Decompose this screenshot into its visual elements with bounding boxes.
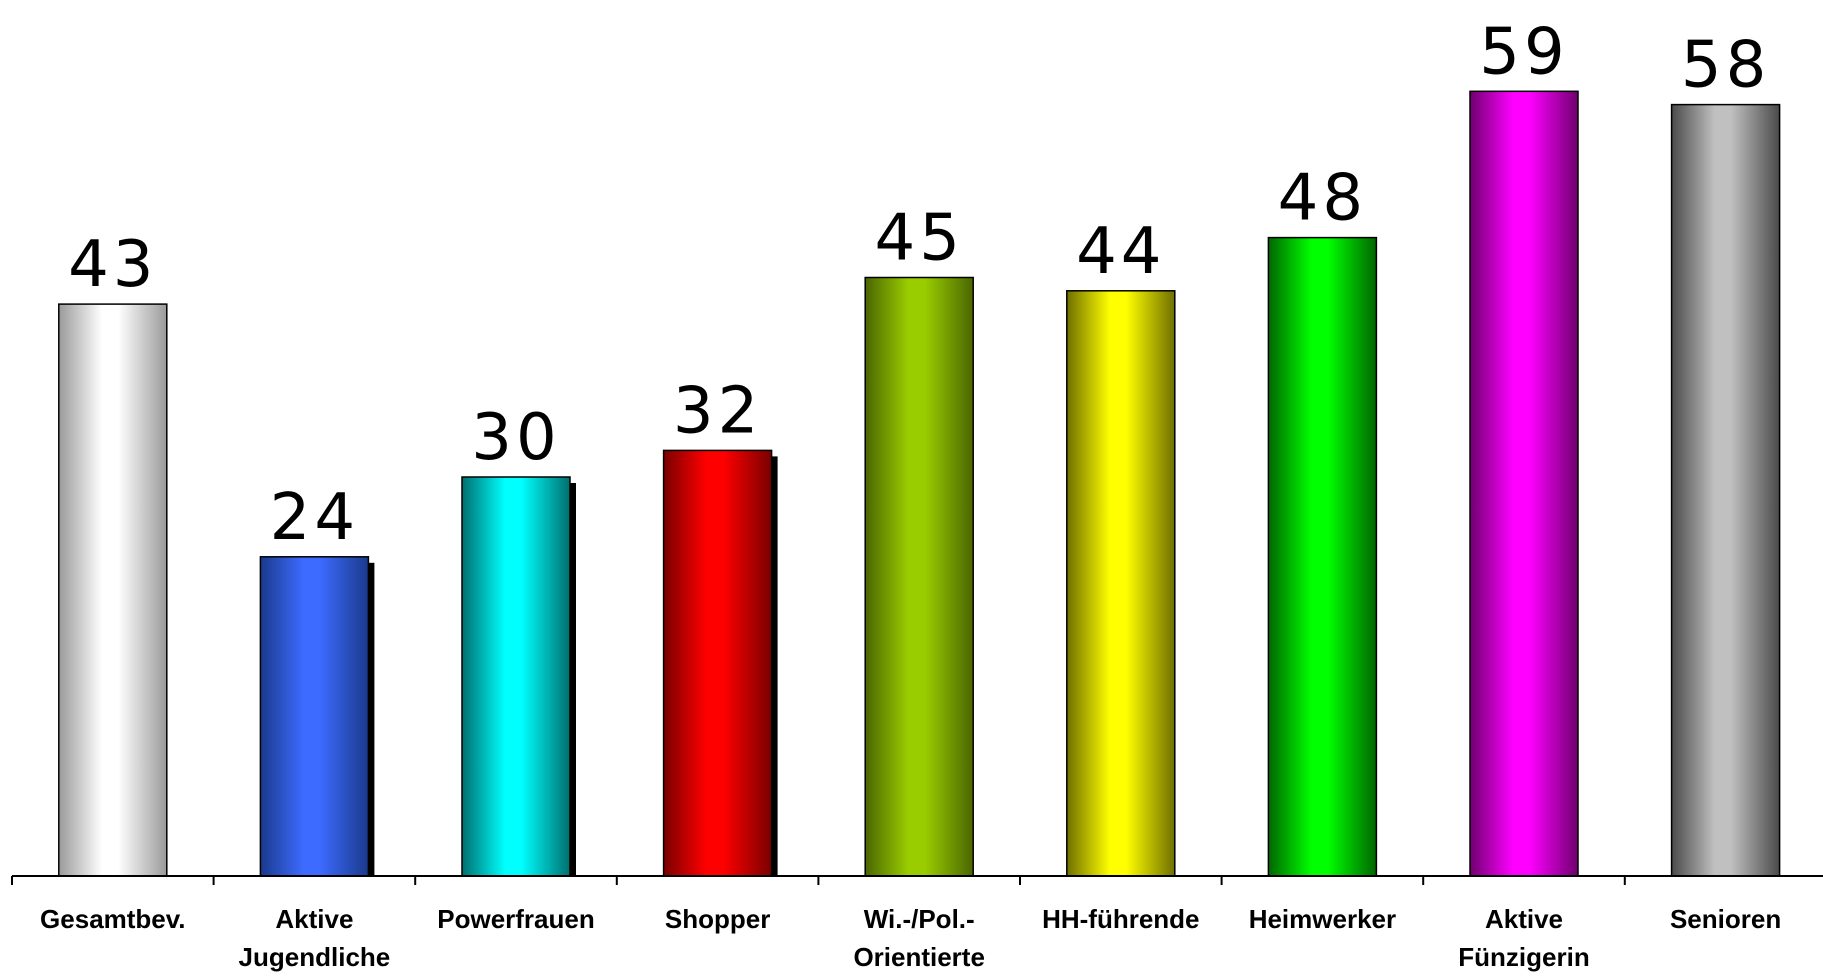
bars-layer (58, 90, 1781, 877)
bar (1066, 290, 1176, 877)
x-axis (11, 875, 1823, 885)
x-tick-label: Shopper (665, 904, 770, 934)
data-label: 59 (1479, 15, 1568, 89)
labels-layer: 43 Gesamtbev. 24 Aktive Jugendliche 30 Powerfr… (40, 15, 1781, 972)
data-label: 45 (874, 202, 963, 276)
x-tick-label: Heimwerker (1249, 904, 1396, 934)
bar (1670, 103, 1781, 877)
data-label: 58 (1681, 29, 1770, 103)
x-tick-label: Senioren (1670, 904, 1781, 934)
bar (259, 556, 370, 877)
x-tick-label: Powerfrauen (437, 904, 595, 934)
data-label: 30 (471, 401, 560, 475)
data-label: 48 (1278, 162, 1367, 236)
x-tick-label: Aktive Jugendliche (239, 904, 391, 972)
data-label: 32 (673, 374, 762, 448)
data-label: 43 (68, 228, 157, 302)
data-label: 44 (1076, 215, 1165, 289)
bar (461, 476, 571, 877)
bar (1267, 236, 1378, 877)
data-label: 24 (270, 481, 359, 555)
bar (58, 303, 168, 877)
bar (662, 449, 773, 877)
bar (864, 276, 974, 877)
x-tick-label: Aktive Fünzigerin (1458, 904, 1589, 972)
x-tick-label: Gesamtbev. (40, 904, 185, 934)
x-tick-label: Wi.-/Pol.-Orientierte (853, 904, 985, 972)
x-tick-label: HH-führende (1042, 904, 1199, 934)
bar (1469, 90, 1579, 877)
